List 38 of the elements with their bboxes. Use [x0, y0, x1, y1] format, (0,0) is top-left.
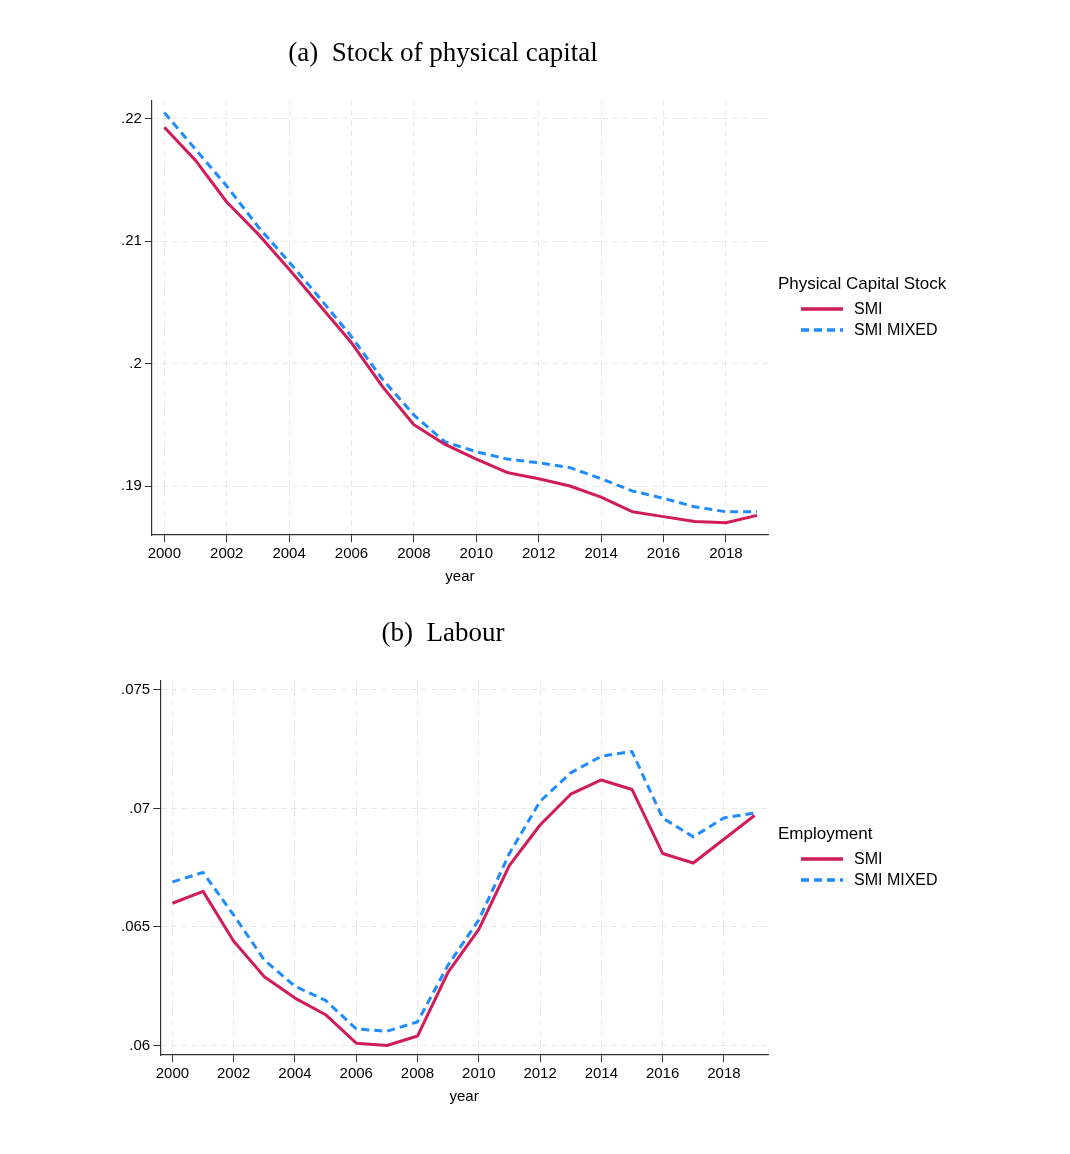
legend-label: SMI MIXED: [854, 321, 938, 339]
x-tick-label: 2000: [147, 544, 182, 562]
x-tick-label: 2008: [397, 544, 431, 562]
legend-label: SMI MIXED: [854, 871, 938, 889]
x-tick-label: 2014: [584, 1064, 619, 1082]
y-tick-label: .21: [120, 231, 142, 249]
x-tick-label: 2006: [339, 1064, 373, 1082]
y-tick-label: .075: [120, 680, 151, 698]
x-tick-label: 2010: [459, 544, 493, 562]
chart-title: (b) Labour: [381, 617, 505, 648]
x-tick-label: 2002: [217, 1064, 251, 1082]
x-tick-label: 2002: [210, 544, 244, 562]
x-axis-title: year: [449, 1087, 479, 1105]
x-tick-label: 2008: [400, 1064, 435, 1082]
y-tick-label: .065: [120, 917, 151, 935]
y-tick-label: .06: [129, 1035, 151, 1053]
x-tick-label: 2012: [522, 544, 556, 562]
x-tick-label: 2018: [709, 544, 743, 562]
x-tick-label: 2010: [462, 1064, 496, 1082]
legend-title: Physical Capital Stock: [778, 274, 948, 294]
legend-title: Employment: [778, 824, 874, 844]
x-tick-label: 2006: [334, 544, 369, 562]
y-tick-label: .07: [129, 798, 151, 816]
x-tick-label: 2018: [707, 1064, 741, 1082]
x-tick-label: 2014: [584, 544, 618, 562]
x-tick-label: 2000: [155, 1064, 190, 1082]
y-tick-label: .19: [120, 476, 142, 494]
x-tick-label: 2012: [523, 1064, 557, 1082]
x-tick-label: 2016: [645, 1064, 680, 1082]
chart-title: (a) Stock of physical capital: [288, 37, 598, 68]
x-tick-label: 2004: [272, 544, 306, 562]
y-tick-label: .22: [120, 108, 142, 126]
x-tick-label: 2016: [646, 544, 681, 562]
legend-label: SMI: [854, 300, 883, 318]
y-tick-label: .2: [129, 353, 142, 371]
legend-label: SMI: [854, 850, 883, 868]
x-tick-label: 2004: [278, 1064, 312, 1082]
x-axis-title: year: [445, 567, 475, 585]
